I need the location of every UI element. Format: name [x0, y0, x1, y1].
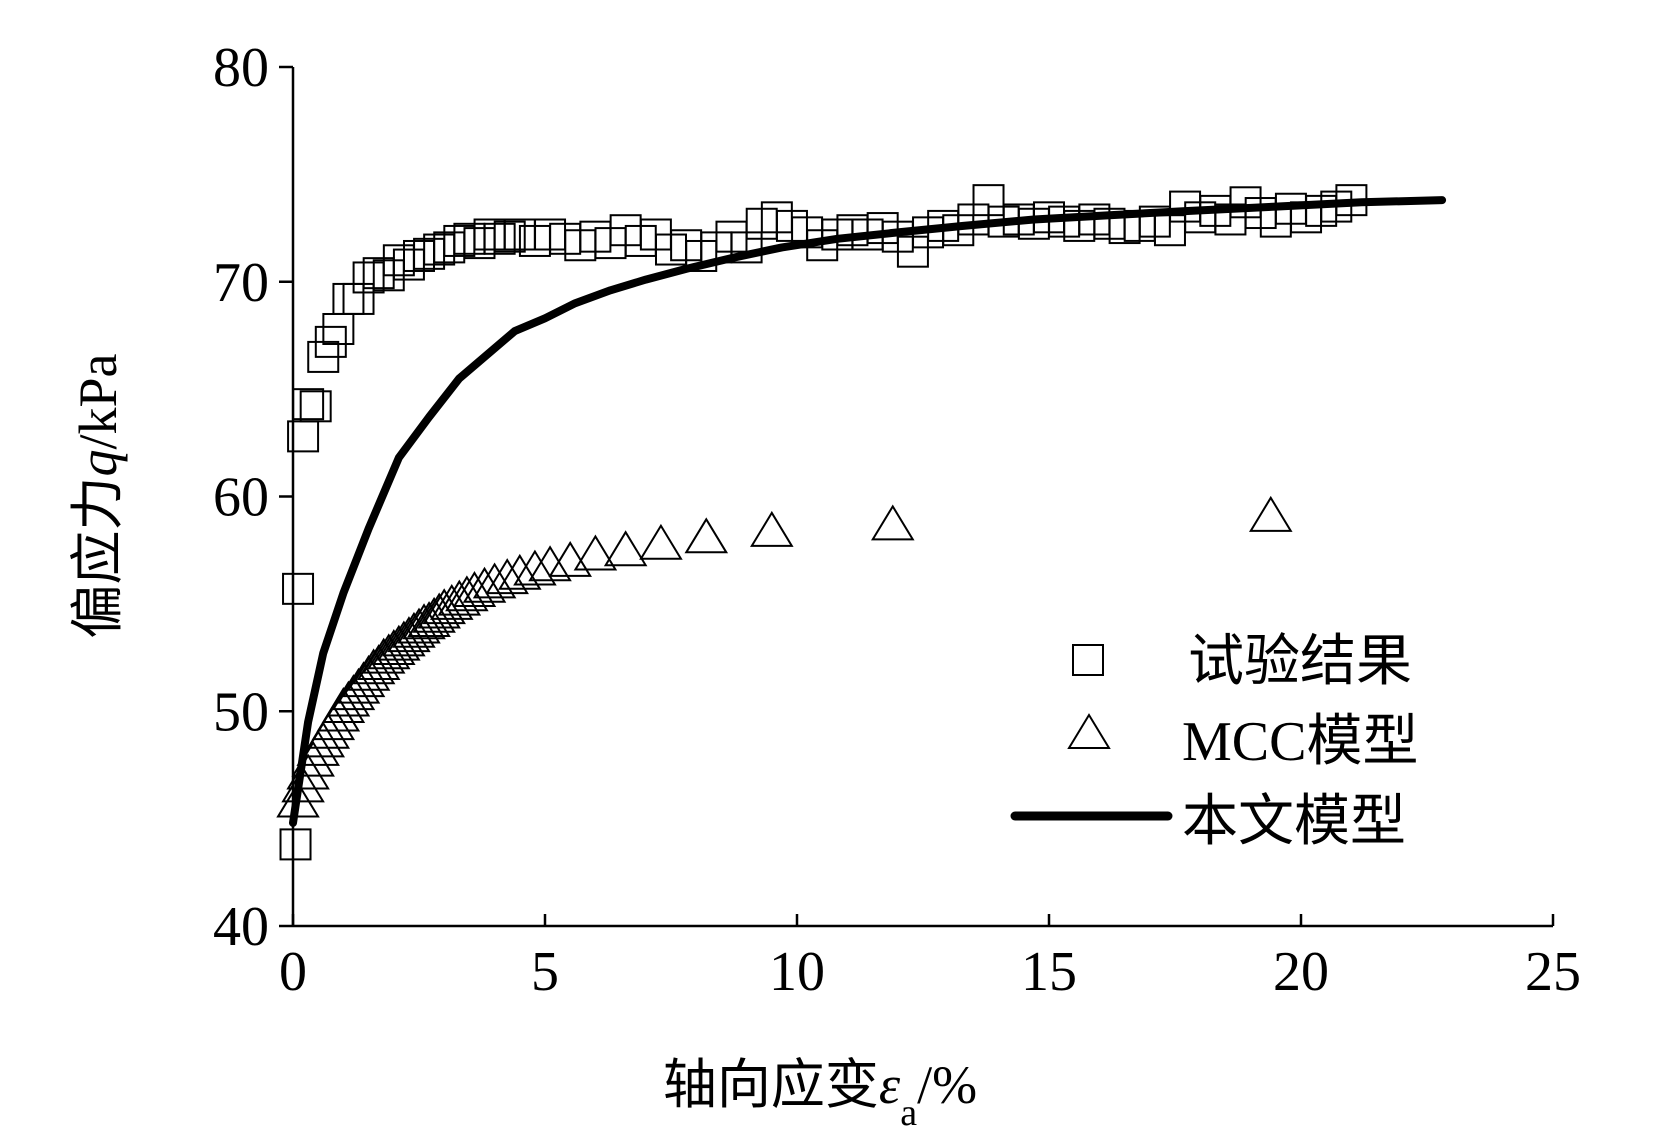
legend-label-mcc-latin: MCC	[1182, 711, 1307, 773]
data-point-triangle	[485, 558, 529, 595]
data-point-square	[493, 220, 526, 253]
x-axis-title-main: 轴向应变	[663, 1053, 879, 1116]
series-triangle	[276, 495, 1293, 818]
model-curve	[289, 196, 1447, 827]
data-point-square	[322, 312, 355, 345]
data-point-square	[443, 224, 476, 257]
x-tick-label: 5	[531, 941, 559, 1003]
data-point-triangle	[548, 540, 592, 577]
data-point-triangle	[452, 571, 497, 607]
y-axis-title-unit: /kPa	[68, 353, 128, 449]
data-point-triangle	[750, 510, 794, 547]
data-point-triangle	[573, 534, 618, 571]
legend-label-mcc-cjk: 模型	[1307, 709, 1419, 774]
data-point-triangle	[276, 781, 320, 818]
y-tick-label: 70	[213, 252, 269, 314]
x-tick-label: 25	[1525, 941, 1581, 1003]
x-axis-title-unit: /%	[917, 1055, 977, 1115]
data-point-triangle	[603, 530, 648, 567]
legend-marker-square	[1072, 644, 1104, 676]
x-tick-label: 20	[1273, 941, 1329, 1003]
data-point-triangle	[351, 648, 396, 685]
data-point-triangle	[1248, 495, 1293, 532]
y-tick-label: 50	[213, 681, 269, 743]
data-point-triangle	[639, 523, 683, 560]
axis-ticks: 0 5 10 15 20 25 40 50 60 70 80	[213, 37, 1581, 1003]
data-point-square	[282, 572, 315, 605]
data-point-triangle	[397, 607, 441, 644]
data-point-triangle	[684, 517, 729, 554]
x-tick-label: 10	[769, 941, 825, 1003]
x-tick-label: 0	[279, 941, 307, 1003]
y-axis-title-symbol: q	[68, 450, 128, 477]
data-point-square	[279, 828, 312, 861]
y-tick-label: 60	[213, 467, 269, 529]
legend-label-model: 本文模型	[1182, 789, 1406, 854]
series-square	[279, 184, 1368, 861]
data-series	[276, 184, 1447, 861]
data-point-triangle	[429, 583, 474, 620]
y-axis-title-main: 偏应力	[66, 477, 129, 639]
x-axis-title-symbol: ε	[879, 1055, 901, 1115]
legend-label-experiment: 试验结果	[1188, 629, 1412, 694]
legend-marker-triangle	[1067, 713, 1111, 749]
legend-label-mcc: MCC模型	[1182, 709, 1419, 774]
x-tick-label: 15	[1021, 941, 1077, 1003]
data-point-square	[299, 390, 332, 423]
data-point-triangle	[281, 766, 325, 803]
y-tick-label: 40	[213, 896, 269, 958]
data-point-triangle	[528, 545, 572, 582]
y-tick-label: 80	[213, 37, 269, 99]
legend: 试验结果 MCC模型 本文模型	[1010, 629, 1419, 854]
x-axis-title-subscript: a	[900, 1092, 917, 1134]
data-point-triangle	[870, 504, 915, 541]
data-point-square	[483, 222, 516, 255]
data-point-triangle	[387, 616, 431, 653]
data-point-square	[314, 325, 347, 358]
data-point-square	[352, 261, 385, 294]
legend-label-experiment-text: 试验结果	[1188, 629, 1412, 694]
data-point-triangle	[402, 603, 446, 640]
legend-label-model-text: 本文模型	[1182, 789, 1406, 854]
data-point-square	[292, 388, 325, 421]
data-point-triangle	[462, 566, 507, 603]
data-point-square	[332, 282, 365, 315]
data-point-square	[342, 282, 375, 315]
data-point-square	[433, 231, 466, 264]
data-point-triangle	[498, 553, 542, 590]
data-point-triangle	[437, 579, 482, 616]
y-axis-title: 偏应力q/kPa	[66, 353, 129, 638]
data-point-triangle	[513, 549, 557, 586]
series-line	[289, 196, 1447, 827]
data-point-triangle	[392, 611, 436, 648]
x-axis-title: 轴向应变εa/%	[663, 1053, 977, 1134]
